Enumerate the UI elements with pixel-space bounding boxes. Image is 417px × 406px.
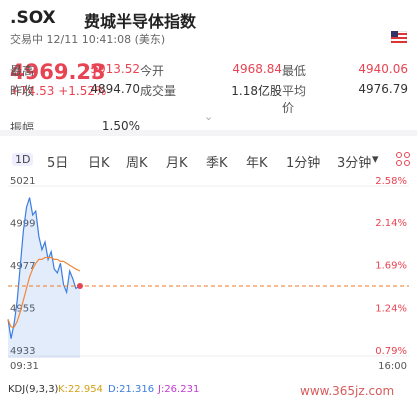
y-tick-label: 4999 [10,219,35,230]
stat-label: 最低 [282,64,307,78]
y-tick-label: 4955 [10,304,35,315]
stat-value: 4968.84 [232,62,282,76]
tab[interactable]: 周K [126,156,148,171]
tab[interactable]: 季K [206,156,228,171]
y-tick-label: 5021 [10,176,35,187]
indicator-text: J:26.231 [157,384,199,395]
price-line [7,197,81,339]
stat-value: 1.50% [101,119,140,133]
stat-value: 4940.06 [358,62,408,76]
tab[interactable]: 5日 [47,156,69,171]
y2-tick-label: 2.14% [375,218,407,229]
x-tick-label: 16:00 [378,361,407,372]
stat-label: 成交量 [140,84,177,98]
tab[interactable]: 1D [12,153,34,166]
flag-icon [391,31,407,43]
status: 交易中 12/11 10:41:08 (美东) [10,33,166,46]
y2-tick-label: 1.24% [375,303,407,314]
tab[interactable]: 日K [88,156,110,171]
stat-label: 今开 [140,64,165,78]
current-price-dot [76,283,83,290]
dropdown-caret: ▾ [372,152,379,167]
price: 4969.23 [10,60,106,84]
stat-label: 最高 [10,64,35,78]
stat-label: 平均价 [282,84,307,115]
indicator-text: K:22.954 [58,384,103,395]
expand-chevron[interactable]: ⌄ [204,110,214,123]
price-area [8,197,80,358]
x-tick-label: 09:31 [10,361,39,372]
grid-icon[interactable] [396,152,410,166]
tab[interactable]: 3分钟 [337,156,372,171]
change: +74.53 +1.52% [10,84,107,98]
y-tick-label: 4977 [10,261,35,272]
stat-value: 5013.52 [90,62,140,76]
name: 费城半导体指数 [84,12,197,31]
y2-tick-label: 0.79% [375,346,407,357]
watermark: www.365jz.com [300,384,395,398]
tab[interactable]: 1分钟 [286,156,321,171]
y2-tick-label: 2.58% [375,176,407,187]
y-tick-label: 4933 [10,346,35,357]
tab[interactable]: 年K [246,156,268,171]
chart: 4933 4955 4977 4999 5021 0.79% 1.24% 1.69% 2.14%… [7,176,409,395]
stat-value: 1.18亿股 [231,84,282,98]
stats: 最高 5013.52 今开 4968.84 最低 4940.06 昨收 4894.70 成交量 1… [10,62,408,136]
up-arrow: ↑ [88,62,102,81]
tab[interactable]: 月K [166,156,188,171]
divider [0,130,417,136]
stat-value: 4976.79 [358,82,408,96]
stat-label: 昨收 [10,84,35,98]
indicator-text: D:21.316 [108,384,154,395]
indicator-text: KDJ(9,3,3) [8,384,59,395]
symbol: .SOX [10,8,56,28]
y2-tick-label: 1.69% [375,261,407,272]
stat-value: 4894.70 [90,82,140,96]
average-line [7,256,81,328]
